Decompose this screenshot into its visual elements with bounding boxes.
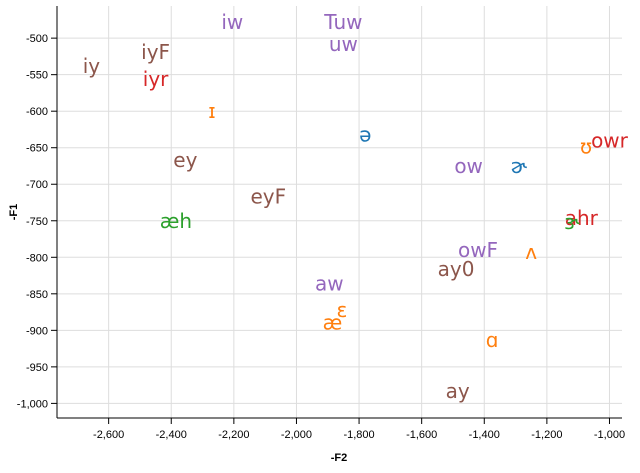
- x-tick-label: -1,200: [531, 429, 562, 441]
- point-label: iy: [83, 54, 101, 78]
- point-label: æh: [160, 209, 192, 233]
- y-tick-label: -600: [26, 106, 48, 118]
- y-tick-label: -950: [26, 362, 48, 374]
- x-tick-label: -1,400: [469, 429, 500, 441]
- y-tick-label: -700: [26, 179, 48, 191]
- point-label: Tuw: [323, 10, 362, 34]
- point-label: æ: [323, 310, 343, 334]
- point-label: ʊ: [580, 134, 592, 158]
- point-label: iw: [221, 10, 243, 34]
- y-ticks: -500 -550 -600 -650 -700 -750 -800 -850 -900 -950…: [17, 33, 57, 410]
- y-tick-label: -1,000: [17, 398, 48, 410]
- point-label: iyF: [141, 40, 170, 64]
- point-label: iyr: [143, 67, 169, 91]
- point-label: ɝ: [564, 210, 580, 234]
- y-tick-label: -650: [26, 143, 48, 155]
- x-axis-title: -F2: [331, 452, 348, 464]
- point-label: ay: [446, 379, 470, 403]
- y-axis-title: -F1: [8, 204, 20, 221]
- y-tick-label: -750: [26, 216, 48, 228]
- y-gridlines: [57, 37, 622, 404]
- y-tick-label: -800: [26, 252, 48, 264]
- point-label: ɛ: [336, 298, 347, 322]
- point-label: owr: [591, 128, 629, 152]
- x-tick-label: -2,000: [281, 429, 312, 441]
- x-tick-label: -2,200: [218, 429, 249, 441]
- point-label: ow: [454, 154, 483, 178]
- point-label: ʌ: [525, 240, 537, 264]
- point-label: ɪ: [208, 99, 215, 123]
- x-tick-label: -1,000: [594, 429, 625, 441]
- y-tick-label: -900: [26, 325, 48, 337]
- point-label: eyF: [250, 185, 286, 209]
- x-tick-label: -2,600: [93, 429, 124, 441]
- y-tick-label: -500: [26, 33, 48, 45]
- point-label: aw: [315, 272, 344, 296]
- y-tick-label: -850: [26, 289, 48, 301]
- x-tick-label: -1,800: [343, 429, 374, 441]
- point-label: ey: [173, 148, 197, 172]
- point-label: owF: [458, 238, 498, 262]
- point-label: ə: [359, 123, 371, 147]
- point-label: ay0: [438, 257, 475, 281]
- y-tick-label: -550: [26, 70, 48, 82]
- point-label: ahr: [565, 206, 599, 230]
- point-label: ɚ: [511, 154, 528, 178]
- axes: [56, 6, 622, 419]
- point-label: ɑ: [486, 328, 499, 352]
- point-label: uw: [329, 32, 358, 56]
- x-tick-label: -1,600: [406, 429, 437, 441]
- x-ticks: -2,600 -2,400 -2,200 -2,000 -1,800 -1,600 -1,4…: [93, 418, 625, 441]
- x-tick-label: -2,400: [156, 429, 187, 441]
